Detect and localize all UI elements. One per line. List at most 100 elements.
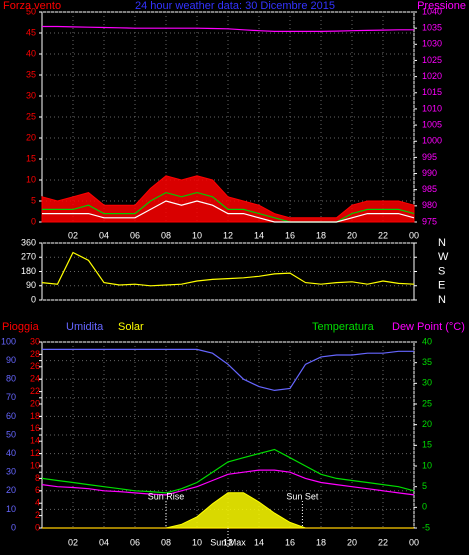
y-tick-label: 1010	[422, 103, 442, 113]
y-tick-label: 0	[31, 294, 36, 304]
area	[41, 175, 415, 223]
x-tick-label: 12	[223, 230, 233, 240]
y-tick-label: 4	[35, 498, 40, 508]
y-tick-label: 18	[30, 411, 40, 421]
x-tick-label: 02	[68, 230, 78, 240]
y-tick-label: 90	[6, 355, 16, 365]
x-tick-label: 14	[254, 537, 264, 547]
area	[42, 492, 414, 529]
y-tick-label: 5	[422, 481, 427, 491]
y-tick-label: 5	[31, 195, 36, 205]
y-tick-label: 100	[1, 336, 16, 346]
y-tick-label: 980	[422, 200, 437, 210]
y-tick-label: 0	[35, 522, 40, 532]
y-tick-label: 1015	[422, 87, 442, 97]
y-tick-label: 1025	[422, 55, 442, 65]
x-tick-label: 04	[99, 537, 109, 547]
y-tick-label: 12	[30, 448, 40, 458]
line	[42, 200, 415, 223]
y-tick-label: 1030	[422, 39, 442, 49]
series-label: Pioggia	[2, 321, 40, 333]
y-tick-label: 1000	[422, 136, 442, 146]
x-tick-label: 08	[161, 537, 171, 547]
series-label: Solar	[118, 321, 144, 333]
y-tick-label: 180	[21, 266, 36, 276]
x-tick-label: 22	[378, 537, 388, 547]
y-tick-label: 50	[26, 6, 36, 16]
y-tick-label: 26	[30, 361, 40, 371]
line	[41, 448, 415, 494]
y-tick-label: 0	[422, 502, 427, 512]
series-label: Umidita	[66, 321, 104, 333]
y-tick-label: 35	[422, 357, 432, 367]
y-tick-label: 35	[26, 69, 36, 79]
x-tick-label: 02	[68, 537, 78, 547]
x-tick-label: 06	[130, 230, 140, 240]
y-tick-label: 6	[35, 485, 40, 495]
y-axis-label: Forza vento	[3, 0, 61, 12]
y-tick-label: 40	[26, 48, 36, 58]
x-tick-label: 04	[99, 230, 109, 240]
y-tick-label: N	[438, 237, 446, 249]
y-tick-label: 40	[422, 336, 432, 346]
y-tick-label: 50	[6, 429, 16, 439]
line	[42, 191, 415, 223]
line	[42, 348, 414, 392]
line	[41, 251, 415, 287]
x-tick-label: 16	[285, 230, 295, 240]
annotation: Sun Rise	[148, 491, 185, 501]
series-label: Pressione	[417, 0, 466, 12]
y-tick-label: 10	[30, 460, 40, 470]
y-tick-label: 985	[422, 184, 437, 194]
y-tick-label: 40	[6, 448, 16, 458]
y-tick-label: 1020	[422, 71, 442, 81]
y-tick-label: 20	[30, 398, 40, 408]
y-tick-label: 14	[30, 436, 40, 446]
y-tick-label: 30	[422, 378, 432, 388]
y-tick-label: S	[438, 265, 445, 277]
y-tick-label: 2	[35, 510, 40, 520]
y-tick-label: 24	[30, 374, 40, 384]
x-tick-label: 10	[192, 537, 202, 547]
y-tick-label: 10	[422, 460, 432, 470]
y-tick-label: 20	[422, 419, 432, 429]
x-tick-label: 20	[347, 537, 357, 547]
x-tick-label: 06	[130, 537, 140, 547]
y-tick-label: 10	[6, 504, 16, 514]
x-tick-label: 16	[285, 537, 295, 547]
y-tick-label: 28	[30, 349, 40, 359]
annotation: Sun Max	[210, 537, 246, 547]
y-tick-label: 30	[6, 467, 16, 477]
y-tick-label: 15	[26, 153, 36, 163]
y-tick-label: E	[438, 280, 445, 292]
y-tick-label: 10	[26, 174, 36, 184]
y-tick-label: 8	[35, 473, 40, 483]
x-tick-label: 18	[316, 537, 326, 547]
y-tick-label: 1005	[422, 119, 442, 129]
y-tick-label: 45	[26, 27, 36, 37]
line	[42, 25, 414, 32]
y-tick-label: N	[438, 294, 446, 306]
line	[41, 469, 415, 496]
x-tick-label: 20	[347, 230, 357, 240]
y-tick-label: 20	[6, 485, 16, 495]
y-tick-label: -5	[422, 522, 430, 532]
x-tick-label: 18	[316, 230, 326, 240]
y-tick-label: 25	[422, 398, 432, 408]
y-tick-label: 20	[26, 132, 36, 142]
x-tick-label: 00	[409, 537, 419, 547]
y-tick-label: 30	[30, 336, 40, 346]
y-tick-label: 270	[21, 252, 36, 262]
y-tick-label: 995	[422, 152, 437, 162]
y-tick-label: 70	[6, 392, 16, 402]
y-tick-label: 1035	[422, 23, 442, 33]
series-label: Dew Point (°C)	[392, 321, 465, 333]
y-tick-label: 975	[422, 216, 437, 226]
x-tick-label: 12	[223, 537, 233, 547]
annotation: Sun Set	[286, 491, 319, 501]
x-tick-label: 22	[378, 230, 388, 240]
y-tick-label: 25	[26, 111, 36, 121]
y-tick-label: 90	[26, 280, 36, 290]
y-tick-label: 1040	[422, 6, 442, 16]
